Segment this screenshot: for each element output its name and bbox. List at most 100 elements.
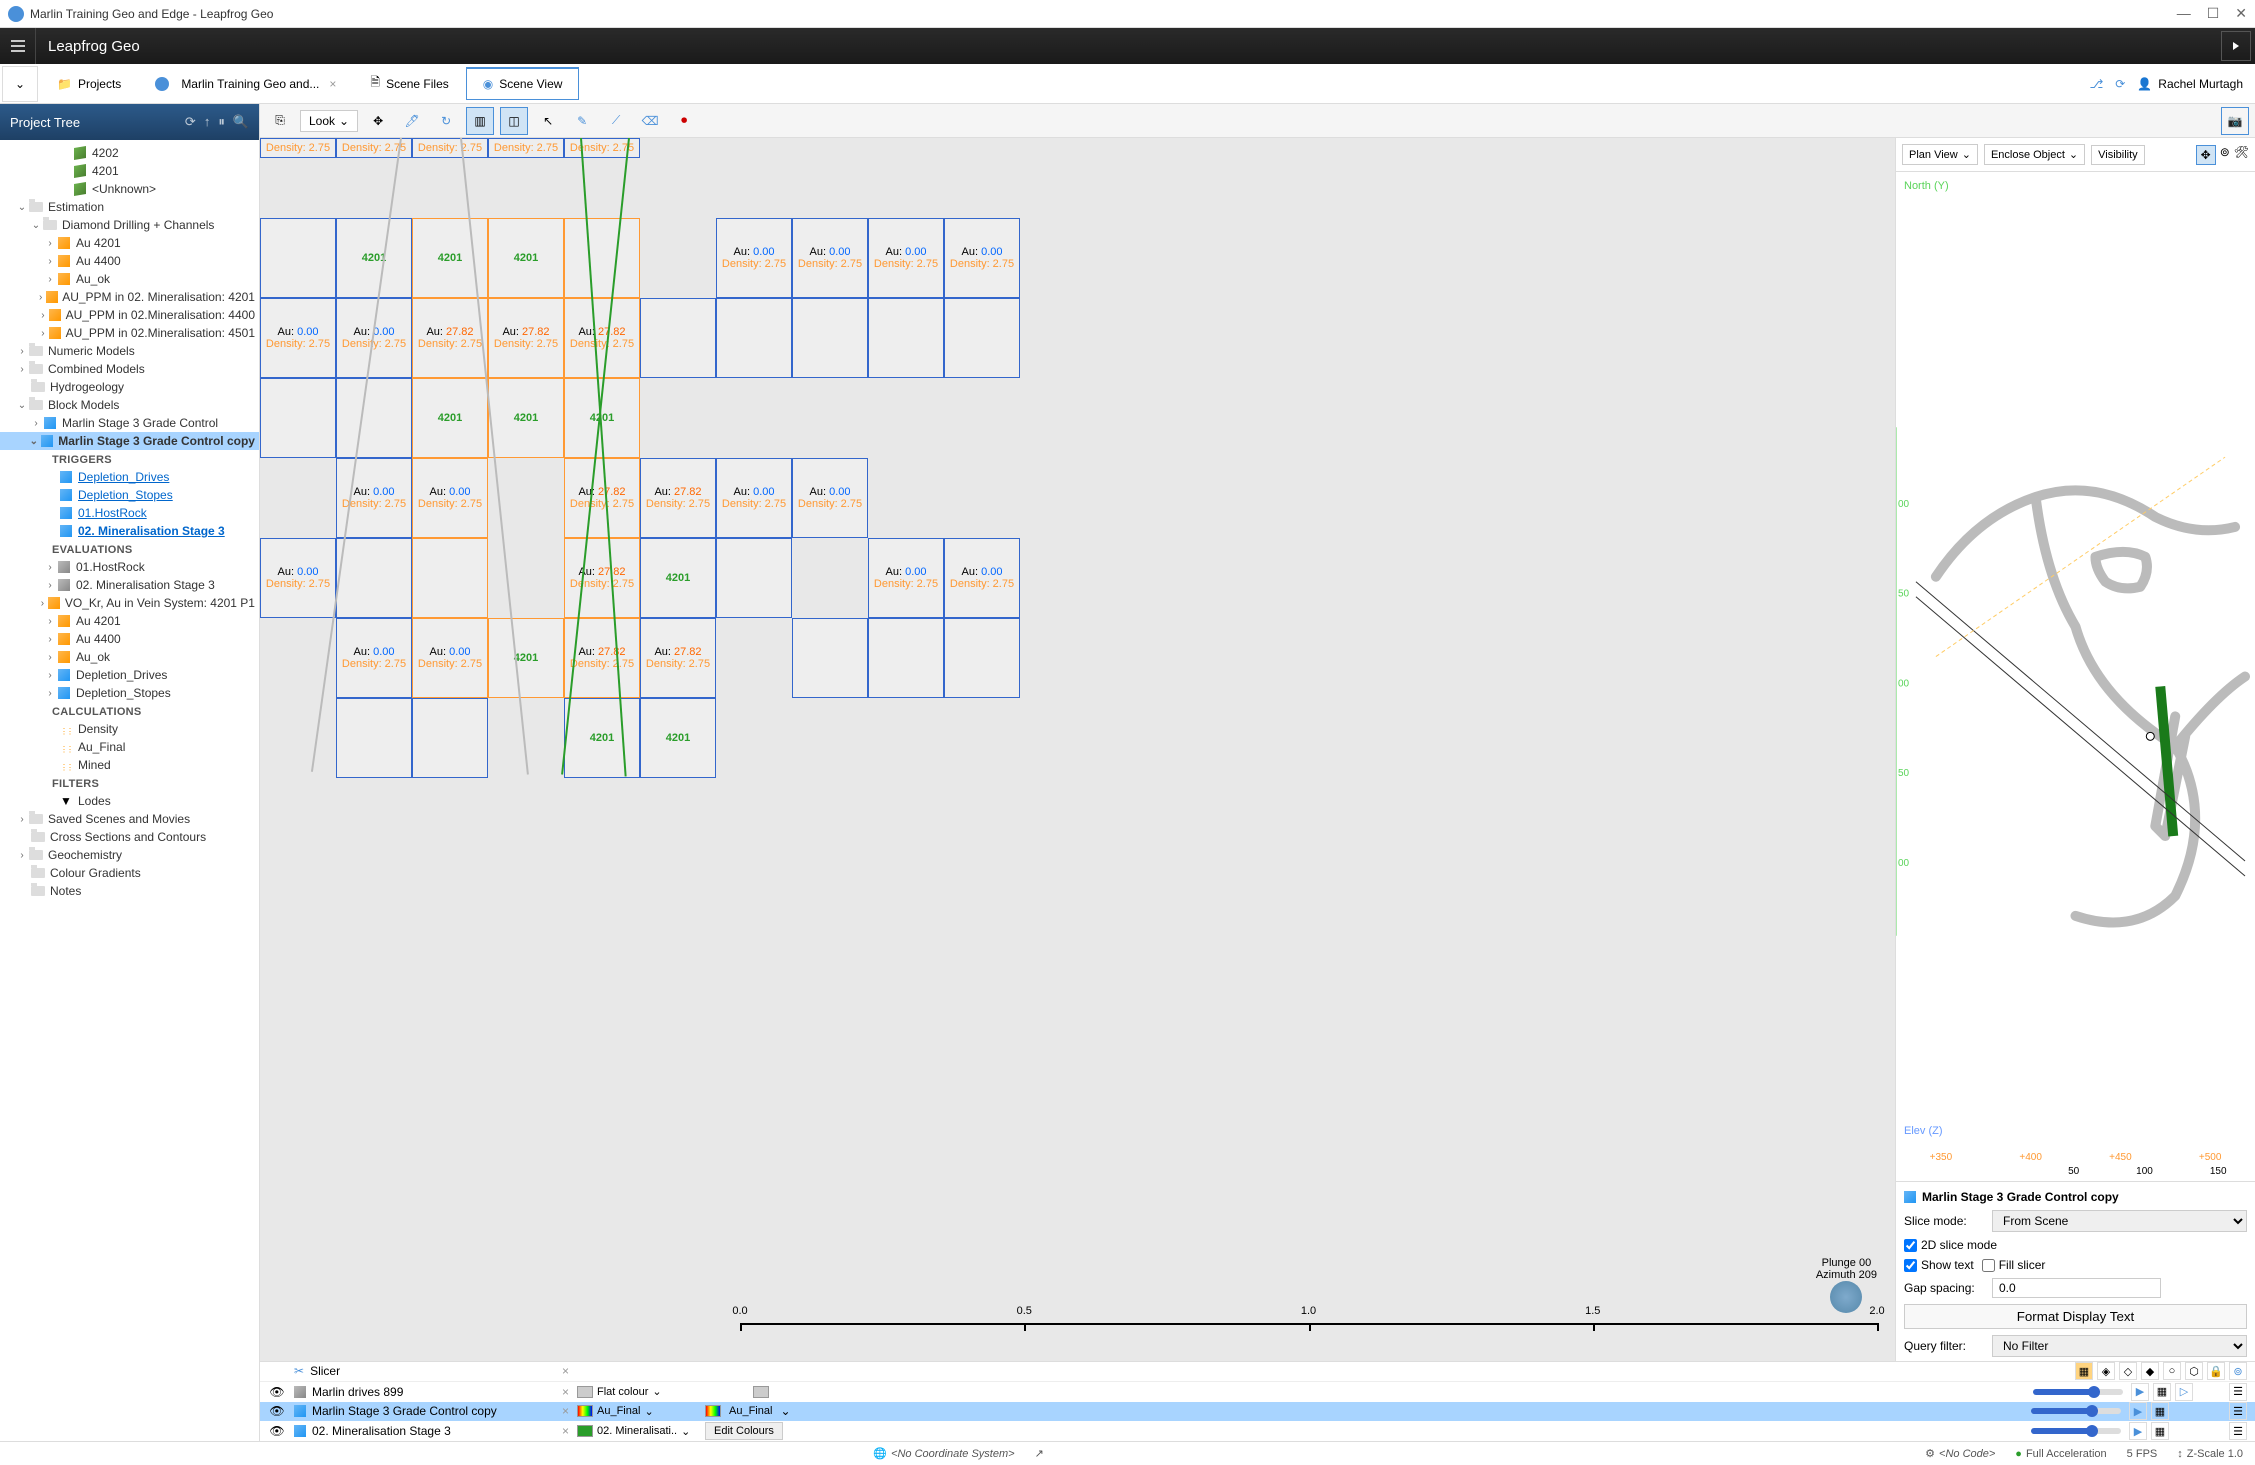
show-text-checkbox[interactable]: Show text [1904, 1258, 1974, 1272]
tree-item[interactable]: ›Au 4201 [0, 234, 259, 252]
box-tool[interactable]: ◫ [500, 107, 528, 135]
tab-close-icon[interactable]: × [329, 77, 336, 91]
tree-item[interactable]: ›Au_ok [0, 270, 259, 288]
play-icon[interactable]: ▶ [2129, 1402, 2147, 1420]
layer-row[interactable]: 👁 Marlin drives 899 × Flat colour ⌄ ▶ ▦ … [260, 1382, 2255, 1402]
grid-icon[interactable]: ▦ [2153, 1383, 2171, 1401]
tree-item[interactable]: Colour Gradients [0, 864, 259, 882]
lock-icon[interactable]: 🔒 [2207, 1362, 2225, 1380]
tree-item[interactable]: ›VO_Kr, Au in Vein System: 4201 P1 [0, 594, 259, 612]
layer-row-selected[interactable]: 👁 Marlin Stage 3 Grade Control copy × Au… [260, 1402, 2255, 1422]
edit-colours-button[interactable]: Edit Colours [705, 1422, 783, 1440]
pause-icon[interactable]: ⏸ [218, 114, 225, 130]
search-icon[interactable]: 🔍 [233, 114, 249, 130]
tree-item[interactable]: 01.HostRock [0, 504, 259, 522]
gap-spacing-input[interactable] [1992, 1278, 2161, 1298]
tree-item[interactable]: ›Combined Models [0, 360, 259, 378]
tree-item[interactable]: ⌄Estimation [0, 198, 259, 216]
tree-item[interactable]: ▼Lodes [0, 792, 259, 810]
rotate-tool[interactable]: ↻ [432, 107, 460, 135]
tree-item[interactable]: Au_Final [0, 738, 259, 756]
look-dropdown[interactable]: Look ⌄ [300, 110, 358, 132]
grid-icon[interactable]: ▦ [2151, 1422, 2169, 1440]
select-tool[interactable]: ↖ [534, 107, 562, 135]
visibility-toggle[interactable]: 👁 [268, 1385, 286, 1399]
coord-system-status[interactable]: 🌐 <No Coordinate System> [873, 1447, 1014, 1460]
minimize-button[interactable]: — [2177, 5, 2191, 22]
query-filter-select[interactable]: No Filter [1992, 1335, 2247, 1357]
tree-item[interactable]: ›Numeric Models [0, 342, 259, 360]
view-mode-icon[interactable]: ◇ [2119, 1362, 2137, 1380]
tree-item[interactable]: Notes [0, 882, 259, 900]
draw-tool[interactable]: ✎ [568, 107, 596, 135]
tree-item[interactable]: ›01.HostRock [0, 558, 259, 576]
record-tool[interactable]: ⏺ [670, 107, 698, 135]
play-icon[interactable]: ▶ [2131, 1383, 2149, 1401]
user-menu[interactable]: 👤 Rachel Murtagh [2137, 77, 2243, 91]
tree-item[interactable]: ›AU_PPM in 02.Mineralisation: 4400 [0, 306, 259, 324]
camera-button[interactable]: 📷 [2221, 107, 2249, 135]
tree-item[interactable]: Mined [0, 756, 259, 774]
orbit-tool[interactable]: ✥ [364, 107, 392, 135]
tree-item[interactable]: ›Geochemistry [0, 846, 259, 864]
slice-mode-select[interactable]: From Scene [1992, 1210, 2247, 1232]
tree-item[interactable]: ›Au 4201 [0, 612, 259, 630]
tree-item[interactable]: ›02. Mineralisation Stage 3 [0, 576, 259, 594]
tree-item[interactable]: ⌄Block Models [0, 396, 259, 414]
measure-tool[interactable]: 🖊 [398, 107, 426, 135]
tree-item[interactable]: <Unknown> [0, 180, 259, 198]
copy-tool[interactable]: ⎘ [266, 107, 294, 135]
play-outline-icon[interactable]: ▷ [2175, 1383, 2193, 1401]
plan-view-dropdown[interactable]: Plan View ⌄ [1902, 144, 1978, 165]
pick-tool-icon[interactable]: ✥ [2196, 145, 2216, 165]
play-button[interactable] [2221, 31, 2251, 61]
code-status[interactable]: ↗ [1035, 1447, 1044, 1460]
tree-item[interactable]: 02. Mineralisation Stage 3 [0, 522, 259, 540]
2d-slice-checkbox[interactable]: 2D slice mode [1904, 1238, 1997, 1252]
refresh-icon[interactable]: ⟳ [185, 114, 196, 130]
slicer-close[interactable]: × [562, 1364, 569, 1378]
tree-item[interactable]: ›Au 4400 [0, 630, 259, 648]
slice-tool[interactable]: ▥ [466, 107, 494, 135]
sync-icon[interactable]: ⟳ [2115, 77, 2125, 91]
branch-icon[interactable]: ⎇ [2089, 77, 2103, 91]
list-icon[interactable]: ☰ [2229, 1402, 2247, 1420]
play-icon[interactable]: ▶ [2129, 1422, 2147, 1440]
enclose-dropdown[interactable]: Enclose Object ⌄ [1984, 144, 2085, 165]
tree-item[interactable]: ›AU_PPM in 02. Mineralisation: 4201 [0, 288, 259, 306]
visibility-toggle[interactable]: 👁 [268, 1424, 286, 1438]
ruler-tool[interactable]: ⟋ [602, 107, 630, 135]
visibility-toggle[interactable]: 👁 [268, 1404, 286, 1418]
fill-slicer-checkbox[interactable]: Fill slicer [1982, 1258, 2046, 1272]
up-icon[interactable]: ↑ [204, 114, 211, 130]
tree-item[interactable]: Depletion_Stopes [0, 486, 259, 504]
color-swatch[interactable] [577, 1386, 593, 1398]
view-mode-icon[interactable]: ⬡ [2185, 1362, 2203, 1380]
maximize-button[interactable]: ☐ [2207, 5, 2220, 22]
tab-projects[interactable]: 📁 Projects [40, 68, 138, 100]
menu-button[interactable] [0, 28, 36, 64]
nocode-status[interactable]: ⚙ <No Code> [1925, 1447, 1995, 1460]
layer-remove[interactable]: × [562, 1385, 569, 1399]
target-icon[interactable]: ⊚ [2220, 145, 2230, 165]
layer-row[interactable]: 👁 02. Mineralisation Stage 3 × 02. Miner… [260, 1421, 2255, 1441]
tab-training[interactable]: Marlin Training Geo and... × [138, 68, 353, 100]
opacity-slider[interactable] [2033, 1389, 2123, 1395]
tree-item-selected[interactable]: ⌄Marlin Stage 3 Grade Control copy [0, 432, 259, 450]
view-mode-icon[interactable]: ◆ [2141, 1362, 2159, 1380]
tabs-dropdown-button[interactable]: ⌄ [2, 66, 38, 102]
layer-remove[interactable]: × [562, 1424, 569, 1438]
opacity-slider[interactable] [2031, 1428, 2121, 1434]
target-icon[interactable]: ⊚ [2229, 1362, 2247, 1380]
tree-item[interactable]: 4202 [0, 144, 259, 162]
view-mode-icon[interactable]: ▦ [2075, 1362, 2093, 1380]
format-display-button[interactable]: Format Display Text [1904, 1304, 2247, 1329]
view-mode-icon[interactable]: ◈ [2097, 1362, 2115, 1380]
tree-item[interactable]: ›Au_ok [0, 648, 259, 666]
opacity-slider[interactable] [2031, 1408, 2121, 1414]
color-swatch[interactable] [577, 1425, 593, 1437]
tab-scene-view[interactable]: ◉ Scene View [466, 67, 580, 100]
grid-icon[interactable]: ▦ [2151, 1402, 2169, 1420]
tree-item[interactable]: ›Saved Scenes and Movies [0, 810, 259, 828]
tree-item[interactable]: 4201 [0, 162, 259, 180]
